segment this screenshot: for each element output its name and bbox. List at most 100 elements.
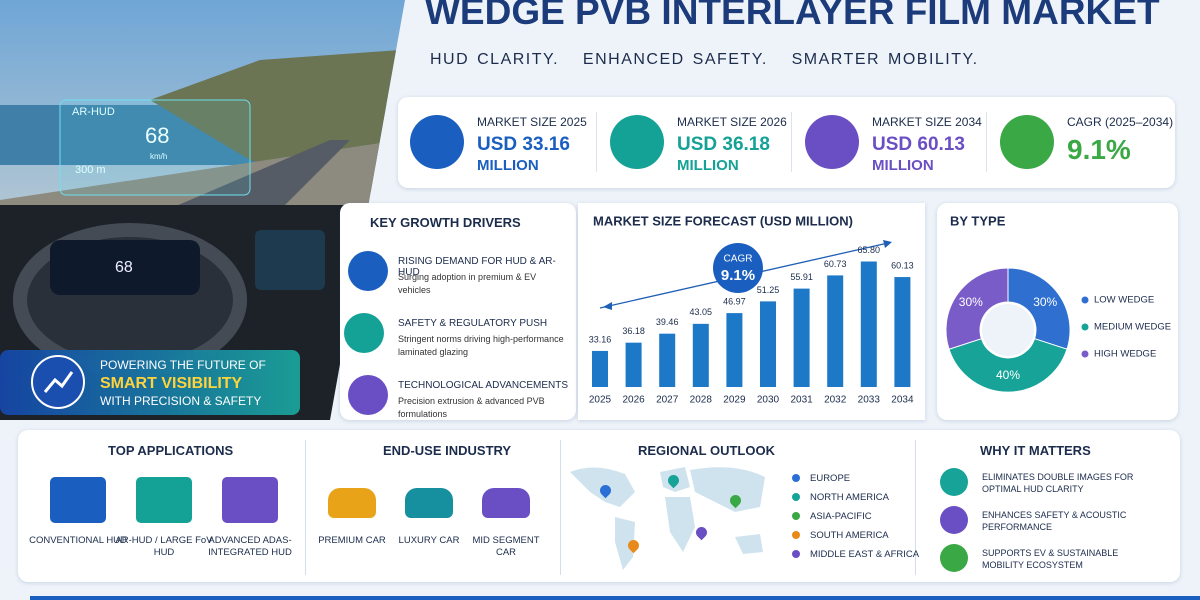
- application-label: CONVENTIONAL HUD: [29, 535, 127, 546]
- tagline-part: HUD CLARITY.: [430, 51, 560, 68]
- x-tick-label: 2026: [622, 395, 645, 406]
- legend-swatch: [1081, 296, 1089, 304]
- application-label: AR-HUD / LARGE FoV HUD: [115, 535, 213, 558]
- driver-title: RISING DEMAND FOR HUD & AR-HUD: [398, 256, 556, 278]
- kpi-label: MARKET SIZE 2034: [872, 115, 982, 129]
- charts: MARKET SIZE FORECAST (USD MILLION) 33.16 2…: [589, 213, 1171, 406]
- kpi-value: USD 33.16: [477, 134, 570, 155]
- car-label: MID SEGMENT CAR: [472, 535, 540, 558]
- kpi-divider: [986, 112, 987, 172]
- driver-icon: [344, 313, 384, 353]
- x-tick-label: 2034: [891, 395, 914, 406]
- driver-icon: [348, 251, 388, 291]
- region-label: EUROPE: [810, 473, 851, 484]
- car-label: PREMIUM CAR: [318, 535, 386, 546]
- region-label: SOUTH AMERICA: [810, 530, 889, 541]
- driver-title: SAFETY & REGULATORY PUSH: [398, 318, 548, 329]
- kpi-unit: MILLION: [872, 157, 934, 174]
- tagline: HUD CLARITY. ENHANCED SAFETY. SMARTER MO…: [430, 51, 979, 69]
- kpi-value: 9.1%: [1067, 134, 1131, 165]
- divider: [915, 440, 916, 575]
- legend-swatch: [1081, 350, 1089, 358]
- bar: [894, 277, 911, 387]
- kpi-icon: [410, 115, 464, 169]
- application-icon: [50, 477, 106, 523]
- world-map: [570, 467, 765, 570]
- value-label: 33.16: [589, 334, 612, 344]
- why-text: SUPPORTS EV & SUSTAINABLE MOBILITY ECOSY…: [982, 548, 1119, 570]
- bar: [726, 313, 743, 387]
- region-pin: [792, 493, 800, 501]
- car-icon: [328, 488, 376, 518]
- value-label: 36.18: [622, 326, 645, 336]
- section-title: TOP APPLICATIONS: [108, 443, 234, 458]
- kpi-icon: [610, 115, 664, 169]
- hud-distance: 300 m: [75, 164, 106, 176]
- kpi-divider: [791, 112, 792, 172]
- cagr-bubble: [713, 243, 763, 293]
- x-tick-label: 2030: [757, 395, 780, 406]
- tagline-part: ENHANCED SAFETY.: [582, 51, 768, 68]
- car-icon: [482, 488, 530, 518]
- driver-text: Surging adoption in premium & EV vehicle…: [398, 272, 537, 295]
- cagr-label: CAGR: [724, 254, 753, 265]
- application-label: ADVANCED ADAS-INTEGRATED HUD: [208, 535, 292, 558]
- kpi-label: MARKET SIZE 2026: [677, 115, 787, 129]
- drivers-panel: KEY GROWTH DRIVERS RISING DEMAND FOR HUD…: [340, 203, 576, 420]
- car-icon: [405, 488, 453, 518]
- tagline-part: SMARTER MOBILITY.: [791, 51, 979, 68]
- slice-label: 40%: [996, 368, 1020, 382]
- banner-highlight: SMART VISIBILITY: [100, 375, 243, 392]
- slice-label: 30%: [1033, 295, 1057, 309]
- bar: [659, 333, 676, 387]
- driver-icon: [348, 375, 388, 415]
- cagr-value: 9.1%: [721, 267, 755, 284]
- bar: [592, 350, 608, 387]
- banner-line: POWERING THE FUTURE OF: [100, 358, 266, 372]
- value-label: 39.46: [656, 317, 679, 327]
- car-label: LUXURY CAR: [398, 535, 460, 546]
- value-label: 51.25: [757, 285, 780, 295]
- hud-speed: 68: [145, 123, 169, 148]
- legend-swatch: [1081, 323, 1089, 331]
- hud-unit: km/h: [150, 152, 167, 161]
- bottom-panel: [18, 430, 1180, 582]
- kpi-divider: [596, 112, 597, 172]
- legend-label: HIGH WEDGE: [1094, 349, 1156, 360]
- section-title: END-USE INDUSTRY: [383, 443, 512, 458]
- application-icon: [136, 477, 192, 523]
- chart-title: MARKET SIZE FORECAST (USD MILLION): [593, 213, 853, 228]
- value-label: 55.91: [790, 272, 813, 282]
- arrow-head: [883, 240, 892, 248]
- value-label: 65.80: [858, 245, 881, 255]
- kpi-label: MARKET SIZE 2025: [477, 115, 587, 129]
- x-tick-label: 2031: [790, 395, 813, 406]
- slice-label: 30%: [959, 295, 983, 309]
- hud-label: AR-HUD: [72, 106, 115, 118]
- kpi-label: CAGR (2025–2034): [1067, 115, 1174, 129]
- why-icon: [940, 468, 968, 496]
- pie-slice: [945, 267, 1009, 350]
- region-pin: [792, 512, 800, 520]
- cluster-speed: 68: [115, 259, 133, 276]
- value-label: 60.73: [824, 259, 847, 269]
- title: WEDGE PVB INTERLAYER FILM MARKET: [425, 0, 1160, 32]
- bar: [860, 261, 877, 387]
- why-icon: [940, 544, 968, 572]
- why-icon: [940, 506, 968, 534]
- x-tick-label: 2029: [723, 395, 746, 406]
- x-tick-label: 2027: [656, 395, 679, 406]
- bar: [625, 342, 642, 387]
- kpi-unit: MILLION: [477, 157, 539, 174]
- kpi-value: USD 60.13: [872, 134, 965, 155]
- driver-text: Stringent norms driving high-performance…: [398, 334, 564, 357]
- section-title: REGIONAL OUTLOOK: [638, 443, 775, 458]
- value-label: 60.13: [891, 260, 914, 270]
- chart-title: BY TYPE: [950, 213, 1006, 228]
- bar: [760, 301, 776, 387]
- x-tick-label: 2025: [589, 395, 612, 406]
- arrow-head: [603, 302, 612, 310]
- bar: [692, 323, 709, 387]
- driver-text: Precision extrusion & advanced PVB formu…: [398, 396, 545, 419]
